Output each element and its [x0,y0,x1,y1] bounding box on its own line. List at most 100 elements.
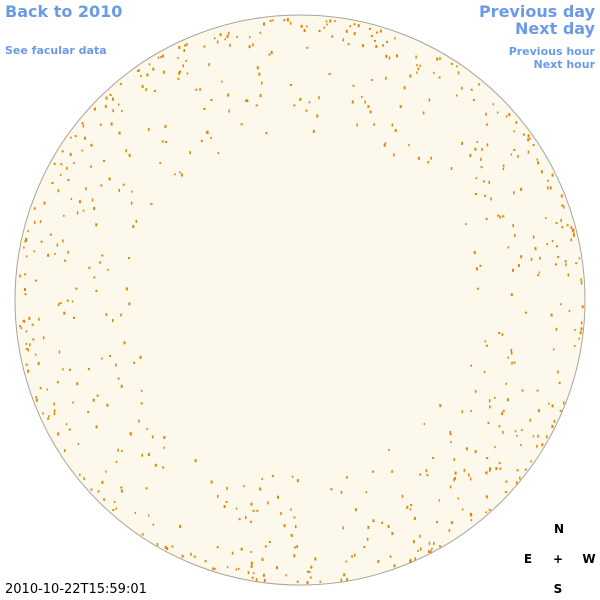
previous-day-link[interactable]: Previous day [478,2,595,21]
facula [494,446,496,449]
facula [49,233,52,236]
facula [499,215,501,219]
facula [67,179,70,181]
facula [522,133,525,136]
next-day-link[interactable]: Next day [515,19,595,38]
facula [484,194,487,197]
facula [490,197,492,201]
facula [414,557,416,561]
facula [65,423,68,426]
facula [385,54,388,58]
facula [326,23,328,26]
facula [235,568,238,571]
facula [122,183,125,186]
facula [328,73,331,75]
facula [356,123,358,127]
facula [138,419,140,423]
facula [291,475,294,478]
facula [474,450,477,454]
facula [248,45,251,49]
facula [439,545,442,548]
facula [502,168,505,170]
facula [406,505,409,509]
facula [403,86,406,90]
back-link[interactable]: Back to 2010 [5,2,123,21]
facula [115,363,117,367]
facula [179,171,181,174]
facula [249,36,251,39]
facula [34,353,37,356]
facula [19,274,21,278]
facula [23,319,26,323]
facula [449,485,452,489]
facula [28,316,31,320]
facula [121,450,123,453]
facula [236,36,238,38]
facula [109,94,112,96]
facula [93,207,96,210]
facula [342,526,344,530]
facula [204,560,207,563]
compass-south: S [553,582,563,596]
facula [465,447,468,451]
facula [476,141,478,144]
facula [516,469,519,472]
facula [120,313,122,317]
facula [217,152,219,155]
facula [537,409,540,413]
facula [502,409,505,412]
facula [135,219,137,223]
facula [123,341,126,345]
facula [125,149,127,153]
facula [529,137,531,140]
facula [107,268,109,271]
facula [448,528,451,532]
facula [574,345,576,347]
facula [299,97,302,101]
facula [513,130,515,133]
facula [330,488,333,491]
facula [34,207,36,210]
facula [203,45,206,48]
facula [465,223,467,226]
facula [329,19,332,23]
facula [91,198,94,202]
facula [419,64,421,67]
facula [510,348,513,352]
facula [19,325,22,328]
facula [485,112,487,116]
next-hour-link[interactable]: Next hour [533,58,596,71]
facula [510,293,513,297]
facula [318,96,320,100]
facula [492,103,495,106]
facula [536,444,538,448]
facula [25,255,28,258]
facula [354,508,357,512]
facula [68,368,71,371]
facula [190,552,192,556]
facula [221,80,223,83]
facula [93,276,96,279]
facula [502,164,505,168]
previous-hour-link[interactable]: Previous hour [508,45,595,58]
facula [456,94,458,97]
facula [90,488,93,491]
facula [294,546,297,549]
facula [272,19,274,22]
facula [512,224,514,228]
facula [109,355,111,358]
facula [547,186,549,190]
facula [376,31,378,34]
facula [206,130,208,134]
facula [53,402,55,406]
facula [295,525,297,529]
facula [269,19,272,22]
facula [374,39,376,42]
facula [391,532,394,535]
facula [487,421,490,424]
facular-link[interactable]: See facular data [5,44,107,57]
facula [140,75,142,77]
facula [24,293,27,296]
facula [474,147,477,151]
facula [388,56,391,60]
